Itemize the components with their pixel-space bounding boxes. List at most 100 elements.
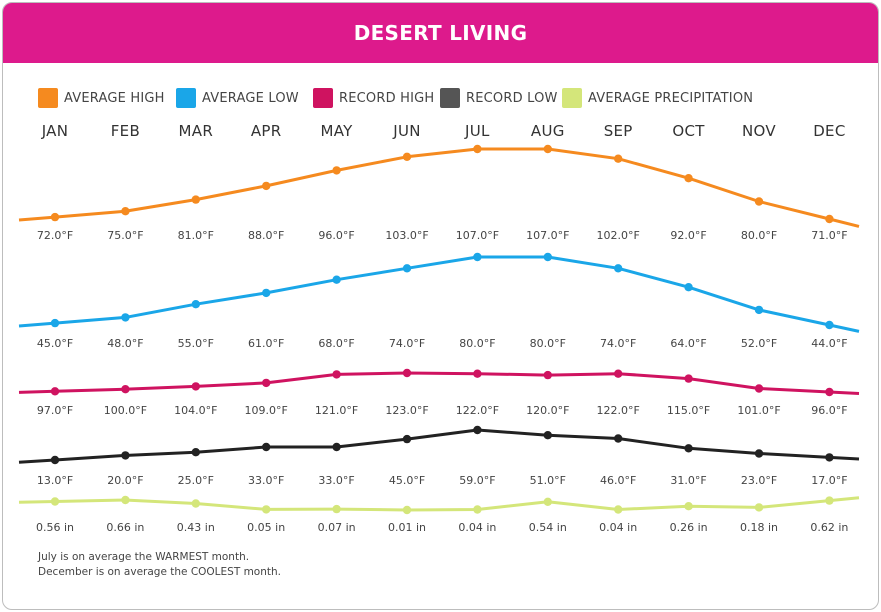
data-label-average-precipitation-jan: 0.56 in <box>36 521 74 534</box>
legend-item-average-precipitation: AVERAGE PRECIPITATION <box>562 87 753 109</box>
data-label-record-high-aug: 120.0°F <box>526 404 569 417</box>
data-point-average-precipitation-feb <box>121 495 130 505</box>
month-label-oct: OCT <box>672 122 705 140</box>
data-label-record-low-apr: 33.0°F <box>248 474 284 487</box>
data-point-average-high-sep <box>614 154 623 163</box>
data-point-record-low-dec <box>825 453 834 462</box>
data-label-average-low-sep: 74.0°F <box>600 337 636 350</box>
data-label-record-high-mar: 104.0°F <box>174 404 217 417</box>
data-point-record-high-dec <box>825 387 834 397</box>
chart-title: DESERT LIVING <box>3 3 878 63</box>
data-label-record-low-jun: 45.0°F <box>389 474 425 487</box>
data-point-average-low-jun <box>402 264 412 273</box>
month-label-sep: SEP <box>603 122 633 140</box>
data-label-average-high-nov: 80.0°F <box>741 229 777 242</box>
data-label-record-high-nov: 101.0°F <box>737 404 780 417</box>
data-point-record-low-sep <box>614 434 623 443</box>
data-point-average-low-nov <box>754 305 764 315</box>
data-label-average-low-jan: 45.0°F <box>37 337 73 350</box>
data-label-record-high-dec: 96.0°F <box>811 404 847 417</box>
data-label-average-precipitation-nov: 0.18 in <box>740 521 778 534</box>
data-label-record-high-may: 121.0°F <box>315 404 358 417</box>
data-point-record-low-mar <box>191 448 200 457</box>
data-point-average-high-nov <box>754 197 764 206</box>
legend-swatch-average-precipitation <box>562 88 582 108</box>
data-point-record-low-may <box>332 442 341 452</box>
legend-swatch-average-high <box>38 88 58 108</box>
data-point-record-high-apr <box>262 378 271 388</box>
legend-label-record-low: RECORD LOW <box>466 90 558 106</box>
data-label-record-low-dec: 17.0°F <box>811 474 847 487</box>
data-label-average-high-jul: 107.0°F <box>456 229 499 242</box>
month-label-dec: DEC <box>813 122 846 140</box>
data-point-record-high-nov <box>754 384 764 393</box>
data-label-average-precipitation-sep: 0.04 in <box>599 521 637 534</box>
data-point-average-precipitation-nov <box>754 503 764 512</box>
data-label-record-high-jan: 97.0°F <box>37 404 73 417</box>
data-point-average-precipitation-jan <box>50 497 60 506</box>
data-label-record-high-feb: 100.0°F <box>104 404 147 417</box>
data-point-average-high-feb <box>121 207 130 216</box>
legend-label-average-high: AVERAGE HIGH <box>64 90 165 106</box>
data-label-average-high-dec: 71.0°F <box>811 229 847 242</box>
data-label-record-high-oct: 115.0°F <box>667 404 710 417</box>
data-point-average-precipitation-jun <box>402 505 412 515</box>
legend-item-average-low: AVERAGE LOW <box>176 87 299 109</box>
data-label-average-precipitation-mar: 0.43 in <box>177 521 215 534</box>
data-label-average-precipitation-jun: 0.01 in <box>388 521 426 534</box>
data-point-average-low-aug <box>543 252 552 262</box>
month-label-jun: JUN <box>393 122 421 140</box>
data-point-average-precipitation-sep <box>614 505 623 514</box>
data-label-average-high-oct: 92.0°F <box>670 229 706 242</box>
data-label-record-high-jun: 123.0°F <box>385 404 428 417</box>
data-point-average-high-mar <box>191 195 200 204</box>
legend-label-record-high: RECORD HIGH <box>339 90 435 106</box>
data-label-record-low-jul: 59.0°F <box>459 474 495 487</box>
data-label-average-high-jan: 72.0°F <box>37 229 73 242</box>
chart-plot-area: 72.0°F 75.0°F 81.0°F 88.0°F 96.0°F 103.0°F 107… <box>18 144 860 534</box>
data-label-average-high-jun: 103.0°F <box>385 229 428 242</box>
data-point-average-high-jan <box>50 212 60 222</box>
data-label-average-precipitation-dec: 0.62 in <box>810 521 848 534</box>
data-point-record-high-aug <box>543 370 552 380</box>
data-point-average-high-aug <box>543 144 552 154</box>
data-label-average-precipitation-oct: 0.26 in <box>670 521 708 534</box>
data-label-record-high-sep: 122.0°F <box>597 404 640 417</box>
legend-swatch-record-low <box>440 88 460 108</box>
data-point-average-precipitation-jul <box>473 505 482 514</box>
data-point-average-low-jan <box>50 318 60 328</box>
data-point-average-low-mar <box>191 300 200 309</box>
data-label-average-precipitation-feb: 0.66 in <box>106 521 144 534</box>
legend-label-average-precipitation: AVERAGE PRECIPITATION <box>588 90 754 106</box>
series-line-average-low <box>18 255 860 333</box>
data-point-record-high-oct <box>684 374 693 383</box>
note-warmest: July is on average the WARMEST month. <box>38 551 250 563</box>
data-label-average-low-mar: 55.0°F <box>178 337 214 350</box>
legend-label-average-low: AVERAGE LOW <box>202 90 299 106</box>
data-point-record-low-aug <box>543 431 552 440</box>
data-point-average-precipitation-dec <box>825 496 834 505</box>
data-point-average-high-oct <box>684 174 693 183</box>
month-label-feb: FEB <box>110 122 141 140</box>
month-label-apr: APR <box>250 122 282 140</box>
data-label-record-low-aug: 51.0°F <box>530 474 566 487</box>
data-label-record-low-nov: 23.0°F <box>741 474 777 487</box>
month-label-mar: MAR <box>178 122 214 140</box>
month-label-nov: NOV <box>742 122 776 140</box>
month-label-aug: AUG <box>530 122 565 140</box>
data-label-average-high-may: 96.0°F <box>318 229 354 242</box>
data-label-average-low-jul: 80.0°F <box>459 337 495 350</box>
data-label-average-low-nov: 52.0°F <box>741 337 777 350</box>
data-point-record-low-oct <box>684 444 693 453</box>
month-label-jul: JUL <box>465 122 490 140</box>
data-point-record-low-jan <box>50 455 60 465</box>
data-point-record-high-may <box>332 370 341 379</box>
data-point-average-high-apr <box>262 181 271 191</box>
data-point-average-low-oct <box>684 283 693 292</box>
data-label-record-low-oct: 31.0°F <box>670 474 706 487</box>
data-point-average-high-jul <box>473 144 482 154</box>
data-point-average-precipitation-may <box>332 504 341 514</box>
legend-item-average-high: AVERAGE HIGH <box>38 87 165 109</box>
legend-item-record-low: RECORD LOW <box>440 87 558 109</box>
